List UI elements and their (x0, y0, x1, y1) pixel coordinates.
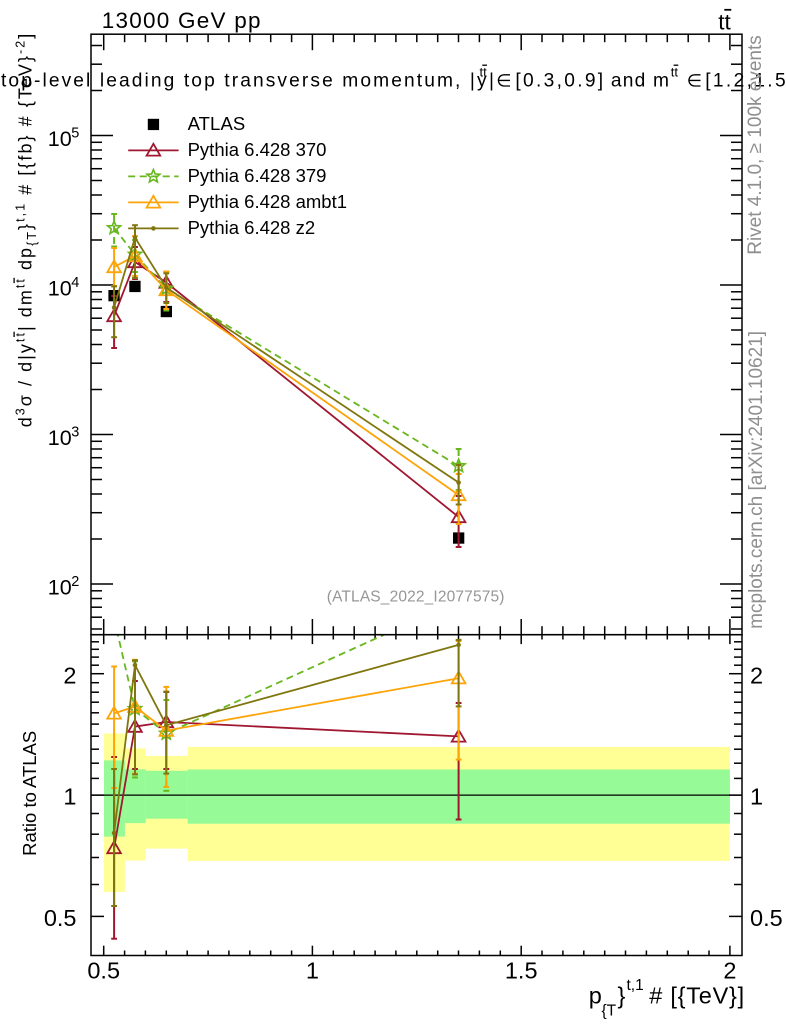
svg-text:∈: ∈ (687, 71, 702, 91)
svg-text:Rivet 4.1.0, ≥ 100k events: Rivet 4.1.0, ≥ 100k events (745, 35, 766, 255)
svg-text:2: 2 (63, 662, 76, 688)
svg-text:10: 10 (48, 575, 72, 599)
svg-text:t,1: t,1 (627, 977, 644, 994)
svg-text:[1.2,1.5: [1.2,1.5 (705, 71, 786, 92)
svg-text:5: 5 (71, 125, 79, 141)
svg-text:2: 2 (71, 574, 79, 590)
svg-text:Pythia 6.428 379: Pythia 6.428 379 (188, 165, 327, 186)
svg-text:Pythia 6.428 ambt1: Pythia 6.428 ambt1 (188, 191, 347, 212)
svg-text:tt: tt (671, 65, 679, 80)
svg-text:[0.3,0.9]: [0.3,0.9] (515, 71, 605, 92)
svg-text:top-level leading top transver: top-level leading top transverse momentu… (1, 71, 489, 92)
svg-text:}: } (618, 983, 626, 1009)
svg-text:1.5: 1.5 (505, 958, 538, 984)
svg-text:ATLAS: ATLAS (188, 113, 246, 134)
svg-text:10: 10 (48, 426, 72, 450)
svg-text:(ATLAS_2022_I2077575): (ATLAS_2022_I2077575) (327, 589, 505, 606)
svg-text:1: 1 (750, 784, 763, 810)
svg-text:tt: tt (718, 10, 731, 35)
svg-text:∈: ∈ (496, 71, 511, 91)
svg-text:2: 2 (750, 662, 763, 688)
svg-text:{T: {T (602, 1003, 617, 1020)
svg-text:Pythia 6.428 370: Pythia 6.428 370 (188, 139, 327, 160)
svg-text:|: | (489, 71, 494, 92)
svg-text:p: p (589, 983, 602, 1009)
svg-text:13000 GeV pp: 13000 GeV pp (102, 8, 262, 33)
svg-text:1: 1 (63, 784, 76, 810)
svg-text:0.5: 0.5 (750, 905, 783, 931)
svg-text:10: 10 (48, 276, 72, 300)
svg-text:1: 1 (306, 958, 319, 984)
svg-text:d3σ / d|ytt| dmtt dp{T}t,1 # [: d3σ / d|ytt| dmtt dp{T}t,1 # [{fb} # {Te… (14, 32, 40, 428)
svg-text:# [{TeV}]: # [{TeV}] (649, 983, 745, 1009)
svg-text:0.5: 0.5 (87, 958, 120, 984)
svg-text:4: 4 (71, 275, 79, 291)
svg-text:10: 10 (48, 127, 72, 151)
svg-text:Ratio to ATLAS: Ratio to ATLAS (19, 731, 40, 856)
svg-text:Pythia 6.428 z2: Pythia 6.428 z2 (188, 217, 316, 238)
svg-text:and m: and m (611, 71, 670, 92)
svg-text:mcplots.cern.ch [arXiv:2401.10: mcplots.cern.ch [arXiv:2401.10621] (746, 331, 767, 629)
svg-text:3: 3 (71, 424, 79, 440)
svg-text:tt: tt (480, 65, 488, 80)
svg-text:0.5: 0.5 (44, 905, 77, 931)
svg-text:2: 2 (723, 958, 736, 984)
